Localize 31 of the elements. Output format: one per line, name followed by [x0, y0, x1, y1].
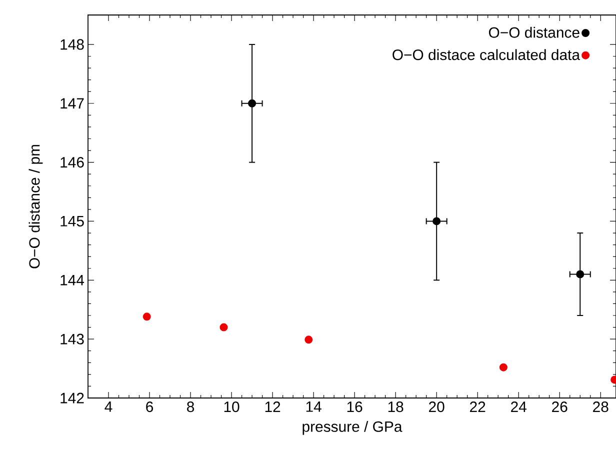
- point: [304, 336, 313, 344]
- point: [248, 99, 256, 108]
- y-tick-label: 145: [60, 216, 84, 226]
- y-tick-label: 144: [60, 275, 84, 286]
- legend-label: O−O distace calculated data: [392, 49, 580, 60]
- x-tick-label: 4: [104, 402, 112, 412]
- x-tick-label: 14: [306, 402, 322, 412]
- x-tick-label: 6: [146, 402, 154, 412]
- x-tick-label: 22: [470, 402, 486, 412]
- x-tick-label: 8: [187, 402, 194, 412]
- y-tick-label: 147: [60, 98, 84, 109]
- y-tick-label: 143: [60, 334, 84, 344]
- point: [499, 363, 508, 372]
- x-tick-label: 16: [347, 402, 362, 412]
- x-tick-label: 24: [511, 402, 526, 412]
- point: [220, 323, 228, 332]
- y-tick-label: 148: [60, 39, 84, 50]
- y-tick-label: 146: [60, 157, 84, 168]
- x-tick-label: 28: [593, 402, 608, 412]
- x-tick-label: 12: [265, 402, 280, 412]
- point: [142, 312, 151, 321]
- y-axis-title: O−O distance / pm: [28, 145, 43, 268]
- point: [576, 270, 584, 278]
- x-tick-label: 18: [388, 402, 404, 412]
- x-tick-label: 26: [552, 402, 568, 412]
- x-axis-title: pressure / GPa: [302, 420, 402, 435]
- legend-label: O−O distance: [488, 26, 580, 38]
- y-tick-label: 142: [60, 392, 84, 404]
- x-tick-label: 10: [224, 402, 240, 412]
- point: [432, 217, 441, 226]
- x-tick-label: 20: [429, 402, 444, 412]
